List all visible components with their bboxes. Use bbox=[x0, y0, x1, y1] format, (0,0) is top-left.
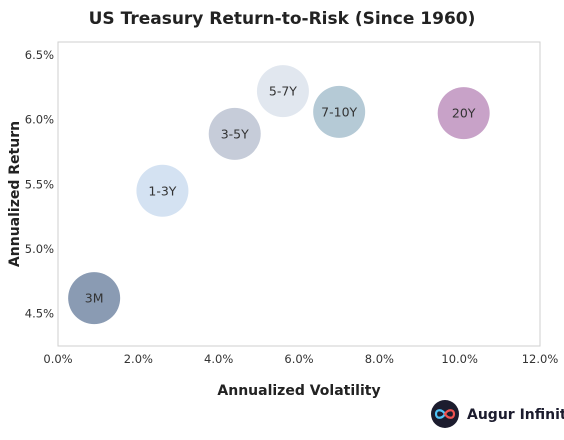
x-tick-label: 12.0% bbox=[522, 352, 559, 366]
y-tick-label: 4.5% bbox=[25, 307, 54, 321]
bubbles-group: 3M 1-3Y 3-5Y 5-7Y 7-10Y 20Y bbox=[68, 65, 490, 325]
chart-title: US Treasury Return-to-Risk (Since 1960) bbox=[89, 9, 476, 29]
x-axis-label: Annualized Volatility bbox=[217, 383, 380, 399]
bubble-circle bbox=[68, 272, 121, 325]
x-tick-label: 0.0% bbox=[43, 352, 72, 366]
bubble-label: 1-3Y bbox=[148, 183, 176, 198]
bubble-circle bbox=[136, 164, 189, 217]
y-tick-label: 6.5% bbox=[25, 48, 54, 62]
y-tick-label: 6.0% bbox=[25, 113, 54, 127]
brand-logo: Augur Infinity bbox=[431, 400, 564, 428]
y-tick-label: 5.0% bbox=[25, 242, 54, 256]
bubble-label: 5-7Y bbox=[269, 84, 297, 99]
bubble-circle bbox=[208, 107, 261, 160]
bubble-label: 7-10Y bbox=[321, 104, 357, 119]
bubble-point: 1-3Y bbox=[136, 164, 189, 217]
x-tick-label: 6.0% bbox=[284, 352, 313, 366]
bubble-circle bbox=[437, 87, 490, 140]
bubble-label: 20Y bbox=[452, 106, 476, 121]
bubble-point: 3M bbox=[68, 272, 121, 325]
infinity-logo-icon bbox=[434, 409, 447, 419]
y-ticks-group: 4.5% 5.0% 5.5% 6.0% 6.5% bbox=[25, 48, 54, 321]
bubble-point: 20Y bbox=[437, 87, 490, 140]
y-axis-label: Annualized Return bbox=[7, 121, 23, 267]
bubble-point: 3-5Y bbox=[208, 107, 261, 160]
bubble-circle bbox=[256, 65, 309, 118]
bubble-point: 7-10Y bbox=[313, 85, 366, 138]
bubble-label: 3-5Y bbox=[221, 126, 249, 141]
x-tick-label: 8.0% bbox=[365, 352, 394, 366]
bubble-point: 5-7Y bbox=[256, 65, 309, 118]
x-tick-label: 2.0% bbox=[124, 352, 153, 366]
infinity-logo-icon-right bbox=[443, 409, 456, 419]
x-ticks-group: 0.0% 2.0% 4.0% 6.0% 8.0% 10.0% 12.0% bbox=[43, 352, 558, 366]
x-tick-label: 4.0% bbox=[204, 352, 233, 366]
plot-area bbox=[57, 41, 541, 347]
y-tick-label: 5.5% bbox=[25, 177, 54, 191]
bubble-circle bbox=[313, 85, 366, 138]
x-tick-label: 10.0% bbox=[441, 352, 478, 366]
brand-name: Augur Infinity bbox=[467, 407, 564, 423]
bubble-label: 3M bbox=[85, 291, 104, 306]
